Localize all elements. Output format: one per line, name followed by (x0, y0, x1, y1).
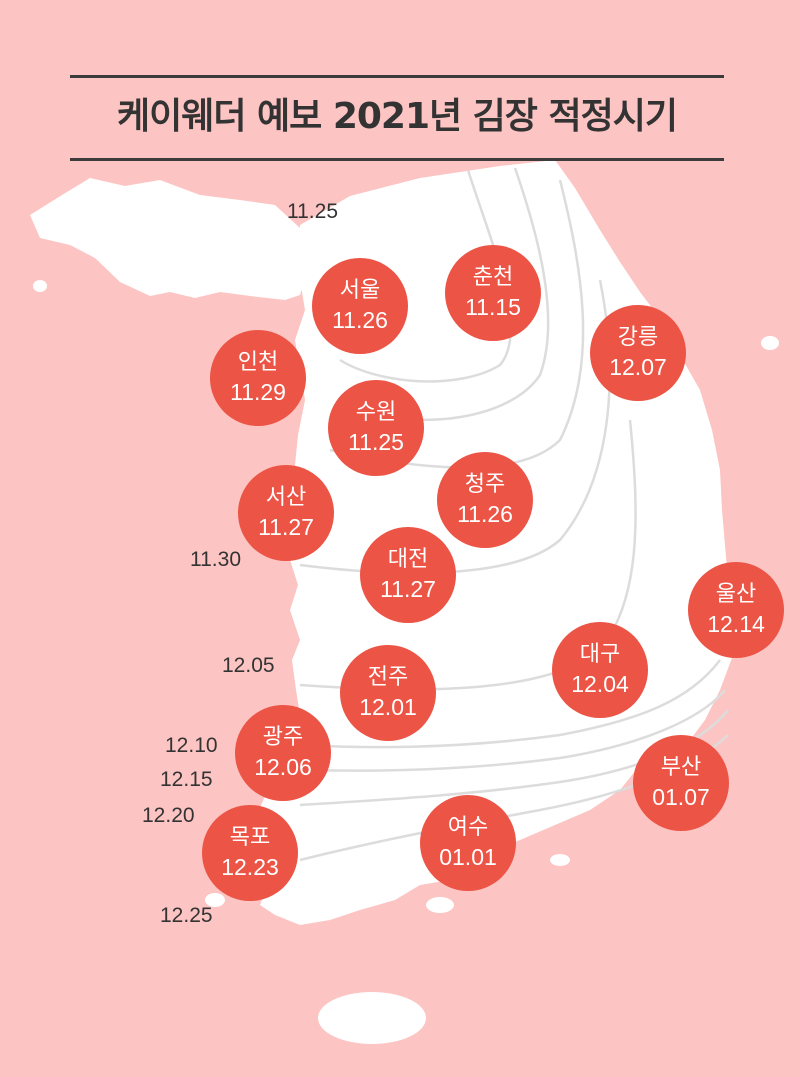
city-marker-gwangju: 광주 12.06 (235, 705, 331, 801)
isoline-label-1225: 12.25 (160, 904, 213, 927)
isoline-label-1205: 12.05 (222, 654, 275, 677)
city-name: 청주 (464, 472, 506, 497)
s-island-1 (426, 897, 454, 913)
city-name: 강릉 (617, 325, 659, 350)
city-name: 서울 (339, 278, 381, 303)
northwest-landmass (30, 178, 310, 300)
isoline-label-1210: 12.10 (165, 734, 218, 757)
city-marker-chuncheon: 춘천 11.15 (445, 245, 541, 341)
city-date: 12.06 (254, 754, 312, 780)
city-date: 01.07 (652, 784, 710, 810)
city-date: 11.26 (332, 307, 388, 333)
city-date: 12.14 (707, 611, 765, 637)
title-bottom-rule (70, 158, 724, 161)
sw-island-1 (205, 893, 225, 907)
isoline-label-1130: 11.30 (190, 548, 241, 571)
city-name: 대전 (387, 547, 429, 572)
city-marker-suwon: 수원 11.25 (328, 380, 424, 476)
city-date: 01.01 (439, 844, 497, 870)
east-island (761, 336, 779, 350)
city-marker-cheongju: 청주 11.26 (437, 452, 533, 548)
city-marker-seosan: 서산 11.27 (238, 465, 334, 561)
city-marker-mokpo: 목포 12.23 (202, 805, 298, 901)
city-marker-seoul: 서울 11.26 (312, 258, 408, 354)
jeju-island (318, 992, 426, 1044)
isoline-label-1125: 11.25 (287, 200, 338, 223)
city-marker-gangneung: 강릉 12.07 (590, 305, 686, 401)
city-date: 12.04 (571, 671, 629, 697)
city-marker-daegu: 대구 12.04 (552, 622, 648, 718)
city-date: 11.27 (380, 576, 436, 602)
city-date: 11.26 (457, 501, 513, 527)
city-marker-busan: 부산 01.07 (633, 735, 729, 831)
city-date: 11.27 (258, 514, 314, 540)
city-name: 목포 (229, 825, 271, 850)
city-date: 11.25 (348, 429, 404, 455)
west-island-1 (33, 280, 47, 292)
page-title: 케이웨더 예보 2021년 김장 적정시기 (117, 96, 678, 137)
city-name: 인천 (237, 350, 279, 375)
city-name: 광주 (262, 725, 304, 750)
city-marker-incheon: 인천 11.29 (210, 330, 306, 426)
city-name: 춘천 (472, 265, 514, 290)
isoline-label-1220: 12.20 (142, 804, 195, 827)
isoline-label-1215: 12.15 (160, 768, 213, 791)
title-top-rule (70, 75, 724, 78)
city-date: 12.07 (609, 354, 667, 380)
city-name: 전주 (367, 665, 409, 690)
city-date: 12.23 (221, 854, 279, 880)
city-marker-yeosu: 여수 01.01 (420, 795, 516, 891)
city-marker-daejeon: 대전 11.27 (360, 527, 456, 623)
city-date: 12.01 (359, 694, 417, 720)
s-island-2 (550, 854, 570, 866)
city-name: 대구 (579, 642, 621, 667)
city-date: 11.29 (230, 379, 286, 405)
city-name: 여수 (447, 815, 489, 840)
city-date: 11.15 (465, 294, 521, 320)
city-name: 서산 (265, 485, 307, 510)
city-name: 부산 (660, 755, 702, 780)
city-name: 울산 (715, 582, 757, 607)
city-name: 수원 (355, 400, 397, 425)
city-marker-jeonju: 전주 12.01 (340, 645, 436, 741)
city-marker-ulsan: 울산 12.14 (688, 562, 784, 658)
